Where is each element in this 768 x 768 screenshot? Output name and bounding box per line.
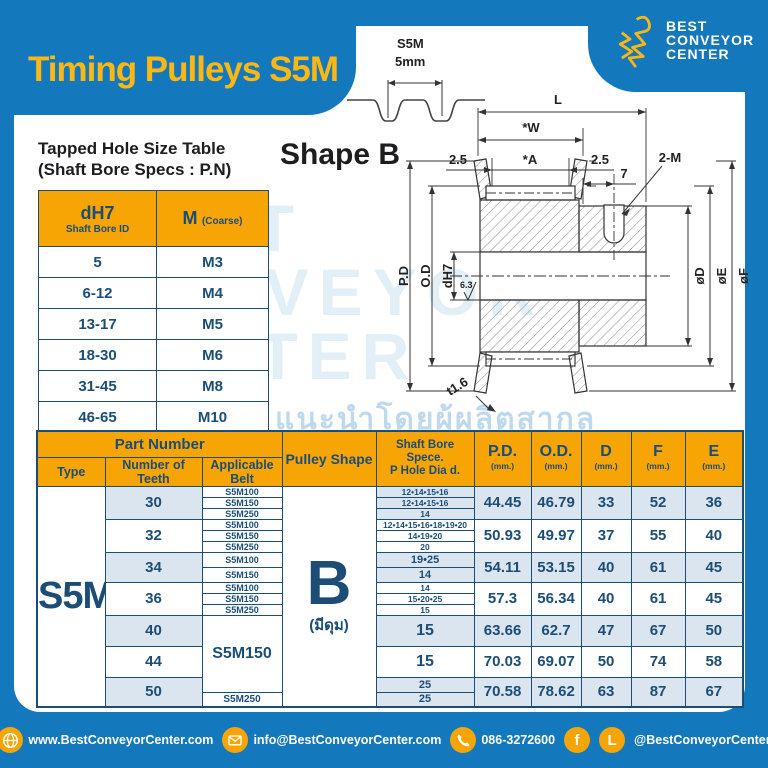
footer-bar: www.BestConveyorCenter.com info@BestConv… — [0, 712, 768, 768]
dim-L-label: L — [554, 92, 562, 107]
table-row: 18-30 M6 — [38, 339, 269, 371]
shape-title: Shape B — [280, 138, 401, 171]
table-row: 32 S5M100 12•14•15•16•18•19•20 50.93 49.… — [37, 518, 744, 553]
table-row: S5M250 25 — [37, 691, 743, 708]
dim-PD-label: P.D — [396, 266, 411, 286]
table-row: 5 M3 — [38, 246, 269, 278]
globe-icon — [0, 727, 24, 753]
footer-website[interactable]: www.BestConveyorCenter.com — [0, 727, 213, 753]
header-pulley-shape: Pulley Shape — [281, 430, 377, 487]
header-shaft-bore: Shaft Bore Spece. P Hole Dia d. — [375, 430, 475, 487]
page-header: Timing Pulleys S5M — [0, 0, 356, 115]
facebook-icon[interactable]: f — [564, 727, 591, 753]
table-row: 6-12 M4 — [38, 277, 269, 309]
header-d: D (mm.) — [580, 430, 632, 487]
table-row: 31-45 M8 — [38, 370, 269, 402]
table-row: 50 25 70.58 78.62 63 87 67 — [37, 676, 744, 708]
type-cell: S5M — [36, 485, 106, 708]
header-belt: Applicable Belt — [201, 456, 283, 487]
dim-A-label: *A — [523, 152, 538, 167]
tooth-profile-diagram: S5M 5mm — [347, 36, 485, 122]
table-row: 46-65 M10 — [38, 401, 269, 433]
header-f: F (mm.) — [630, 430, 686, 487]
goat-logo-icon — [618, 15, 651, 68]
line-icon[interactable]: L — [599, 727, 626, 753]
table-row: 34 S5M100 19•25 54.11 53.15 40 61 45 — [37, 551, 744, 583]
table-row: S5M150 15•20•25 — [37, 592, 743, 605]
dim-W-label: *W — [522, 120, 540, 135]
dim-gap-right-label: 2.5 — [591, 152, 609, 167]
dim-gap-left-label: 2.5 — [449, 152, 467, 167]
logo-text: BEST CONVEYOR CENTER — [666, 18, 755, 62]
envelope-icon — [222, 727, 249, 753]
header-pd: P.D. (mm.) — [473, 430, 532, 487]
profile-name-label: S5M — [397, 36, 424, 51]
page-title: Timing Pulleys S5M — [28, 50, 339, 89]
footer-email[interactable]: info@BestConveyorCenter.com — [222, 727, 441, 753]
header-teeth: Number of Teeth — [104, 456, 203, 487]
table-row: 36 S5M100 14 57.3 56.34 40 61 45 — [37, 581, 744, 616]
footer-social-handle[interactable]: @BestConveyorCenter — [634, 733, 768, 747]
dim-diaE-label: øE — [714, 267, 729, 284]
profile-pitch-label: 5mm — [395, 54, 425, 69]
surface-finish-label: 6.3 — [460, 280, 473, 290]
dim-flange-thickness-label: t1.6 — [444, 374, 471, 399]
table-row: 40 S5M150 15 63.66 62.7 47 67 50 — [37, 614, 744, 693]
tapped-col1-header: dH7 Shaft Bore ID — [38, 190, 157, 247]
dim-OD-label: O.D — [418, 264, 433, 287]
tapped-hole-table: dH7 Shaft Bore ID M (Coarse) 5 M3 6-12 M4 … — [38, 190, 269, 433]
table-row: 13-17 M5 — [38, 308, 269, 340]
shape-cell: B (มีดุม) — [281, 485, 377, 708]
header-type: Type — [36, 456, 106, 487]
dim-hub-offset-label: 7 — [620, 166, 627, 181]
header-od: O.D. (mm.) — [530, 430, 582, 487]
phone-icon — [450, 727, 477, 753]
dim-diaF-label: øF — [736, 268, 751, 284]
shape-b-technical-drawing: L *W 2.5 *A 2.5 7 2-M P.D O.D dH7 6.3 øD — [396, 92, 751, 412]
footer-phone[interactable]: 086-3272600 — [450, 727, 555, 753]
dim-diaD-label: øD — [692, 267, 707, 284]
tapped-table-title: Tapped Hole Size Table (Shaft Bore Specs… — [38, 139, 232, 179]
pulley-spec-table: Part Number Pulley Shape Shaft Bore Spec… — [36, 430, 745, 708]
header-part-number: Part Number — [36, 430, 283, 458]
dim-bore-label: dH7 — [440, 264, 455, 289]
table-row: 44 15 70.03 69.07 50 74 58 — [37, 645, 744, 678]
header-e: E (mm.) — [684, 430, 744, 487]
table-row: S5M150 14•19•20 — [37, 529, 743, 542]
tapped-col2-header: M (Coarse) — [156, 190, 269, 247]
logo-block: BEST CONVEYOR CENTER — [588, 0, 768, 92]
table-row: S5M 30 S5M100 B (มีดุม) 12•14•15•16 44.4… — [36, 485, 744, 708]
dim-tap-label: 2-M — [659, 150, 681, 165]
